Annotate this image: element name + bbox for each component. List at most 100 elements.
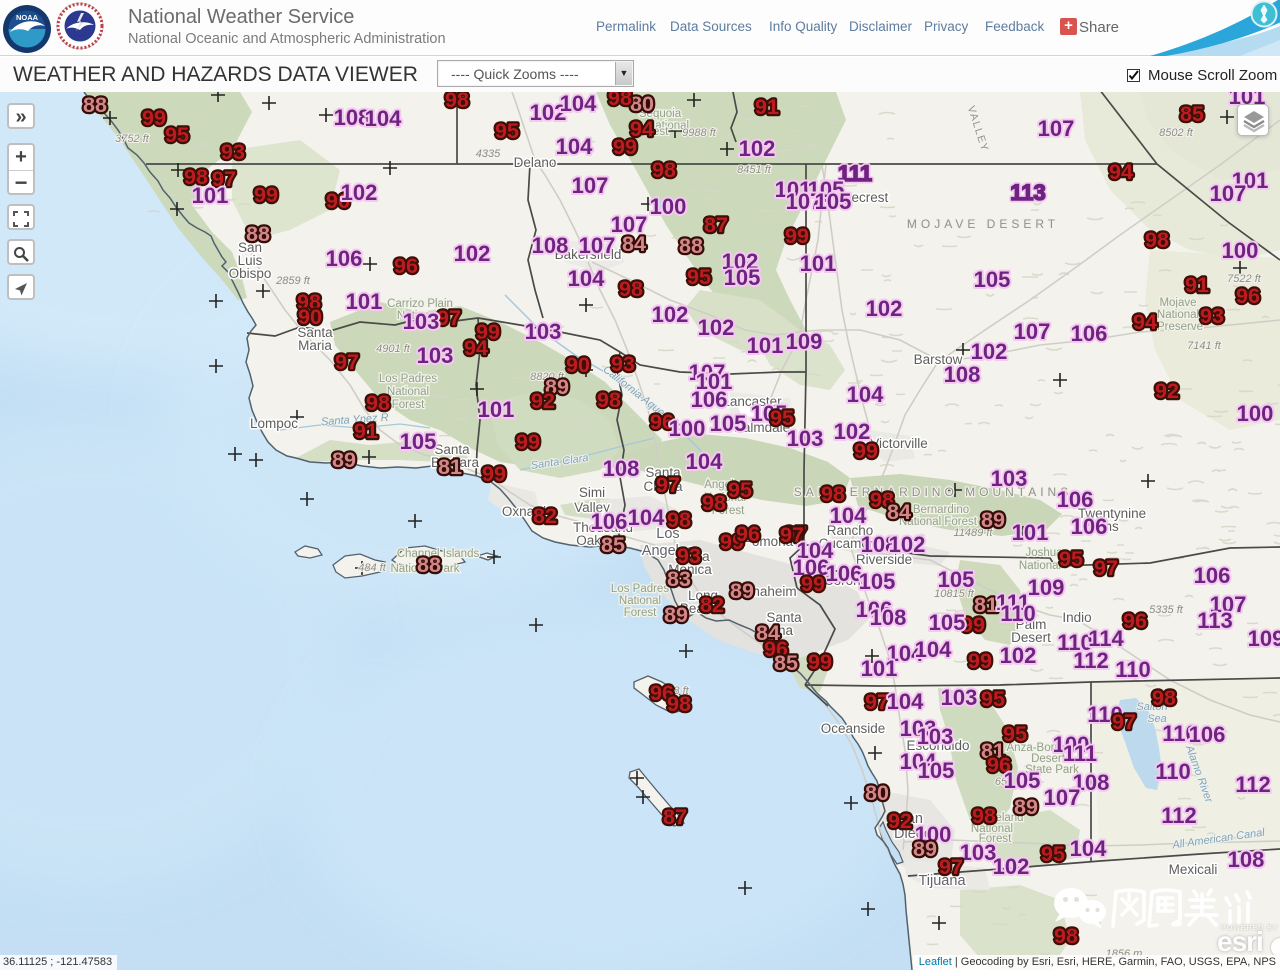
svg-text:99: 99: [516, 430, 540, 454]
svg-text:106: 106: [1189, 722, 1226, 747]
svg-text:Luis: Luis: [238, 253, 263, 268]
svg-text:106: 106: [326, 246, 363, 271]
svg-text:89: 89: [664, 603, 688, 627]
svg-text:94: 94: [464, 336, 488, 360]
svg-text:103: 103: [403, 309, 440, 334]
svg-text:97: 97: [335, 350, 359, 374]
svg-text:109: 109: [786, 329, 823, 354]
svg-text:110: 110: [1115, 657, 1151, 682]
svg-text:Santa: Santa: [434, 442, 470, 457]
svg-text:10815 ft: 10815 ft: [934, 588, 975, 600]
svg-text:98: 98: [667, 692, 691, 716]
svg-text:National: National: [397, 310, 439, 322]
svg-text:98: 98: [652, 158, 676, 182]
svg-text:102: 102: [722, 249, 759, 274]
svg-text:114: 114: [1088, 626, 1124, 651]
svg-text:Bakersfield: Bakersfield: [555, 247, 622, 262]
svg-text:104: 104: [830, 503, 867, 528]
svg-text:108: 108: [944, 362, 981, 387]
svg-text:95: 95: [687, 265, 711, 289]
svg-text:101: 101: [696, 369, 733, 394]
svg-text:107: 107: [1014, 319, 1051, 344]
svg-text:101: 101: [800, 251, 837, 276]
svg-text:102: 102: [530, 100, 567, 125]
svg-text:105: 105: [710, 411, 747, 436]
svg-text:99: 99: [482, 462, 506, 486]
svg-text:Oaks: Oaks: [576, 533, 608, 548]
svg-text:Barstow: Barstow: [914, 352, 963, 367]
svg-text:98: 98: [297, 290, 321, 314]
svg-text:82: 82: [533, 504, 557, 528]
svg-text:88: 88: [246, 222, 270, 246]
svg-text:110: 110: [1057, 630, 1093, 655]
svg-text:97: 97: [939, 855, 963, 879]
svg-text:104: 104: [900, 749, 937, 774]
svg-text:97: 97: [865, 690, 889, 714]
svg-text:81: 81: [974, 593, 998, 617]
svg-text:102: 102: [866, 296, 903, 321]
svg-text:Delano: Delano: [514, 155, 557, 170]
svg-text:11489 ft: 11489 ft: [954, 527, 994, 539]
svg-text:Bernardino: Bernardino: [913, 504, 969, 516]
svg-text:97: 97: [656, 473, 680, 497]
svg-text:90: 90: [298, 305, 322, 329]
svg-text:106: 106: [1057, 487, 1094, 512]
svg-text:94: 94: [1133, 310, 1157, 334]
svg-text:98: 98: [667, 508, 691, 532]
svg-text:103: 103: [991, 466, 1028, 491]
svg-text:101: 101: [1012, 520, 1049, 545]
svg-text:107: 107: [1044, 785, 1081, 810]
svg-text:107: 107: [786, 189, 823, 214]
svg-text:81: 81: [981, 739, 1005, 763]
svg-text:111: 111: [838, 161, 872, 186]
svg-text:92: 92: [531, 389, 555, 413]
svg-text:96: 96: [736, 522, 760, 546]
svg-text:2859 ft: 2859 ft: [275, 275, 311, 287]
svg-text:108: 108: [1073, 770, 1110, 795]
svg-text:Cucamonga: Cucamonga: [819, 536, 892, 551]
svg-text:89: 89: [913, 837, 937, 861]
svg-text:National: National: [619, 595, 661, 607]
svg-text:105: 105: [974, 267, 1011, 292]
svg-text:95: 95: [495, 119, 519, 143]
svg-text:NOAA: NOAA: [16, 13, 39, 22]
svg-text:National Park: National Park: [390, 563, 459, 575]
svg-text:101: 101: [747, 333, 784, 358]
svg-text:98: 98: [619, 277, 643, 301]
svg-text:104: 104: [560, 92, 597, 116]
svg-text:89: 89: [1014, 795, 1038, 819]
svg-text:105: 105: [929, 610, 966, 635]
svg-text:Joshua: Joshua: [1025, 547, 1063, 559]
svg-text:96: 96: [650, 681, 674, 705]
svg-text:Valley: Valley: [574, 500, 610, 515]
svg-text:101: 101: [861, 656, 898, 681]
svg-text:Palmdale: Palmdale: [734, 420, 790, 435]
svg-text:85: 85: [1180, 102, 1204, 126]
svg-text:National: National: [387, 386, 429, 398]
svg-text:Maria: Maria: [298, 338, 332, 353]
svg-text:Indio: Indio: [1062, 610, 1091, 625]
svg-text:Rancho: Rancho: [827, 523, 874, 538]
svg-text:93: 93: [611, 352, 635, 376]
svg-text:Salton: Salton: [1136, 701, 1167, 713]
svg-text:81: 81: [438, 455, 462, 479]
svg-text:84: 84: [887, 500, 911, 524]
svg-text:98: 98: [972, 804, 996, 828]
svg-text:108: 108: [1228, 847, 1265, 872]
svg-text:Forest: Forest: [712, 505, 745, 517]
svg-text:Mexicali: Mexicali: [1169, 862, 1218, 877]
svg-text:102: 102: [652, 302, 689, 327]
svg-text:105: 105: [938, 567, 975, 592]
svg-text:88: 88: [417, 553, 441, 577]
svg-text:95: 95: [770, 406, 794, 430]
svg-text:Riverside: Riverside: [856, 552, 912, 567]
svg-text:108: 108: [603, 456, 640, 481]
svg-text:104: 104: [915, 637, 952, 662]
svg-text:97: 97: [212, 167, 236, 191]
svg-text:107: 107: [611, 212, 648, 237]
svg-text:95: 95: [1003, 722, 1027, 746]
svg-text:106: 106: [793, 555, 830, 580]
svg-text:98: 98: [445, 92, 469, 112]
svg-text:99: 99: [785, 224, 809, 248]
svg-text:Santa: Santa: [645, 465, 681, 480]
